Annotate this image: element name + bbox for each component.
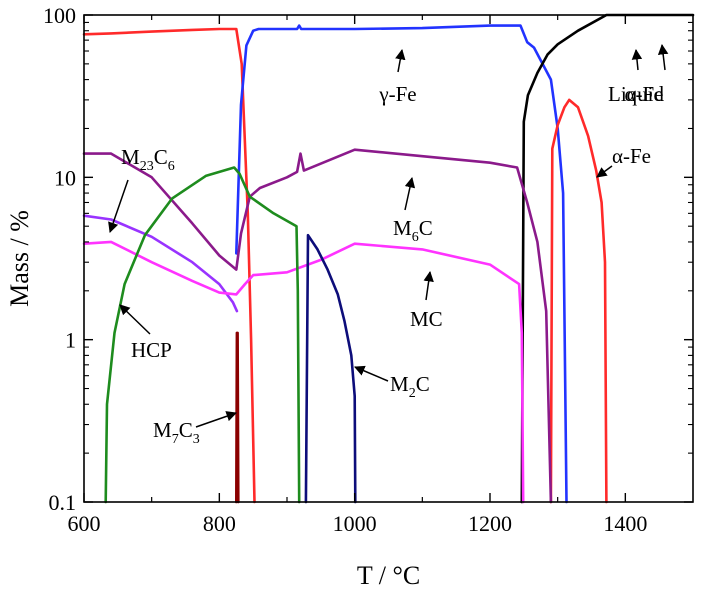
x-tick-label: 1200 <box>468 511 512 536</box>
series-line-alpha-fe-low-t- <box>82 27 256 504</box>
annotation-label-fe: α-Fe <box>625 82 664 106</box>
series-line-m7c3 <box>235 331 240 504</box>
y-axis-title: Mass / % <box>5 210 34 307</box>
annotation-label-liquid: Liquid <box>608 82 664 106</box>
series-line-m6c <box>82 148 553 504</box>
y-tick-label: 0.1 <box>49 490 77 515</box>
series-line-liquid <box>520 13 695 504</box>
annotation-arrow-m6c <box>404 176 416 211</box>
annotation-arrow-hcp <box>119 304 151 335</box>
annotation-arrow-fe <box>395 48 406 73</box>
series-line-m2c <box>304 233 357 504</box>
y-tick-label: 100 <box>43 3 76 28</box>
annotation-arrow-m2c <box>354 365 389 382</box>
annotation-label-hcp: HCP <box>131 338 172 362</box>
axis-ticks: 600 800 1000 1200 1400 0.1 1 10 100 <box>43 3 693 536</box>
annotation-label-fe: γ-Fe <box>378 82 416 106</box>
x-tick-label: 800 <box>203 511 236 536</box>
series-line-gamma-fe <box>235 24 568 504</box>
x-axis-title: T / °C <box>357 561 420 590</box>
series-line-alpha-fe-high-t- <box>549 98 608 504</box>
annotation-arrow-m7c3 <box>195 411 237 428</box>
annotation-label-m7c3: M7C3 <box>153 418 200 447</box>
annotation-arrow-fe <box>596 165 613 178</box>
series-line-hcp <box>104 166 301 504</box>
annotation-arrow-fe <box>657 43 669 71</box>
annotation-arrow-m23c6 <box>108 179 129 233</box>
annotation-label-m2c: M2C <box>390 372 430 401</box>
plot-area <box>82 13 695 504</box>
series-line-m23c6 <box>82 214 239 313</box>
y-tick-label: 1 <box>65 328 76 353</box>
x-tick-label: 1000 <box>333 511 377 536</box>
annotation-arrow-mc <box>423 270 434 301</box>
x-tick-label: 1400 <box>603 511 647 536</box>
annotation-label-m23c6: M23C6 <box>121 145 175 174</box>
plot-frame <box>83 14 694 503</box>
annotation-label-mc: MC <box>410 307 443 331</box>
x-tick-label: 600 <box>68 511 101 536</box>
y-tick-label: 10 <box>54 165 76 190</box>
annotation-label-fe: α-Fe <box>612 144 651 168</box>
series-line-mc <box>82 240 525 504</box>
annotation-label-m6c: M6C <box>393 216 433 245</box>
annotation-arrow-liquid <box>631 48 643 71</box>
